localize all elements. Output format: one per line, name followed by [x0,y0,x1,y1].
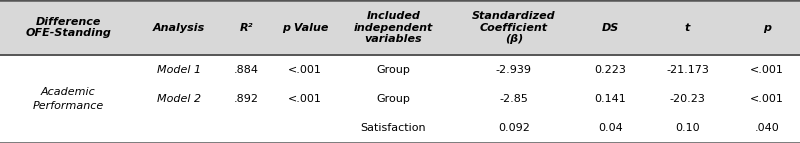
Bar [0,0,800,55]
Text: .884: .884 [234,65,259,75]
Text: -2.85: -2.85 [499,94,528,104]
Text: R²: R² [240,23,253,32]
Text: 0.223: 0.223 [594,65,626,75]
Text: 0.141: 0.141 [594,94,626,104]
Text: Model 2: Model 2 [157,94,201,104]
Text: -21.173: -21.173 [666,65,709,75]
Text: <.001: <.001 [750,65,784,75]
Text: Academic
Performance: Academic Performance [33,87,104,111]
Text: Standardized
Coefficient
(β): Standardized Coefficient (β) [472,11,556,44]
Text: p Value: p Value [282,23,328,32]
Text: Included
independent
variables: Included independent variables [354,11,433,44]
Bar [0,55,800,143]
Text: Group: Group [377,94,410,104]
Text: 0.092: 0.092 [498,123,530,133]
Text: <.001: <.001 [750,94,784,104]
Text: Model 1: Model 1 [157,65,201,75]
Text: -2.939: -2.939 [496,65,532,75]
Text: Analysis: Analysis [153,23,205,32]
Text: .040: .040 [754,123,779,133]
Text: .892: .892 [234,94,259,104]
Text: t: t [685,23,690,32]
Text: <.001: <.001 [288,65,322,75]
Text: 0.04: 0.04 [598,123,622,133]
Text: Difference
OFE-Standing: Difference OFE-Standing [26,17,111,38]
Text: <.001: <.001 [288,94,322,104]
Text: p: p [763,23,771,32]
Text: Group: Group [377,65,410,75]
Text: DS: DS [602,23,618,32]
Text: -20.23: -20.23 [670,94,706,104]
Text: 0.10: 0.10 [675,123,700,133]
Text: Satisfaction: Satisfaction [361,123,426,133]
